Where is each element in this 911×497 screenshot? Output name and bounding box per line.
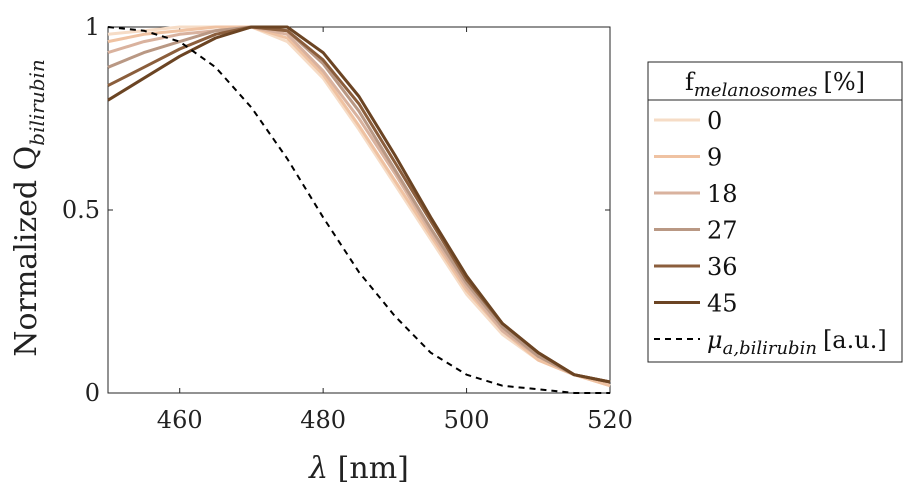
y-axis-title-sub: bilirubin: [25, 59, 49, 146]
legend-items: 0 9 18 27 36 45 μa,bilirubin [a.u.]: [654, 107, 887, 359]
legend-label: 45: [707, 290, 738, 318]
series-line-mu-a-bilirubin: [107, 26, 610, 394]
legend-label: 27: [707, 217, 738, 245]
legend-label: μa,bilirubin [a.u.]: [707, 326, 887, 359]
x-tick-label: 480: [300, 406, 346, 434]
y-axis-title-main: Normalized Q: [9, 146, 44, 357]
axis-ticks: 460 480 500 520 0 0.5 1: [62, 13, 633, 434]
legend-title: fmelanosomes [%]: [685, 68, 865, 101]
legend-box: [647, 61, 903, 363]
plot-area: [107, 26, 611, 394]
x-tick-label: 500: [444, 406, 490, 434]
legend: fmelanosomes [%] 0 9 18 27 36 45 μa,bilirubin [a…: [647, 61, 903, 363]
series-layer: [107, 25, 611, 394]
x-tick-label: 520: [587, 406, 633, 434]
series-line-9: [107, 25, 611, 388]
x-axis-title: λ [nm]: [308, 451, 409, 486]
legend-title-sub: melanosomes: [694, 80, 818, 101]
legend-label: 0: [707, 107, 722, 135]
legend-label: 18: [707, 180, 738, 208]
x-tick-label: 460: [157, 406, 203, 434]
x-axis-unit: [nm]: [328, 451, 409, 486]
y-tick-label: 0: [85, 379, 100, 407]
x-axis-lambda: λ: [308, 451, 328, 486]
y-tick-label: 0.5: [62, 196, 100, 224]
legend-label: 9: [707, 144, 722, 172]
series-line-27: [107, 25, 611, 384]
legend-title-unit: [%]: [824, 68, 866, 96]
y-tick-label: 1: [85, 13, 100, 41]
legend-title-main: f: [685, 68, 696, 96]
legend-label: 36: [707, 253, 738, 281]
y-axis-title: Normalized Qbilirubin: [9, 59, 49, 357]
